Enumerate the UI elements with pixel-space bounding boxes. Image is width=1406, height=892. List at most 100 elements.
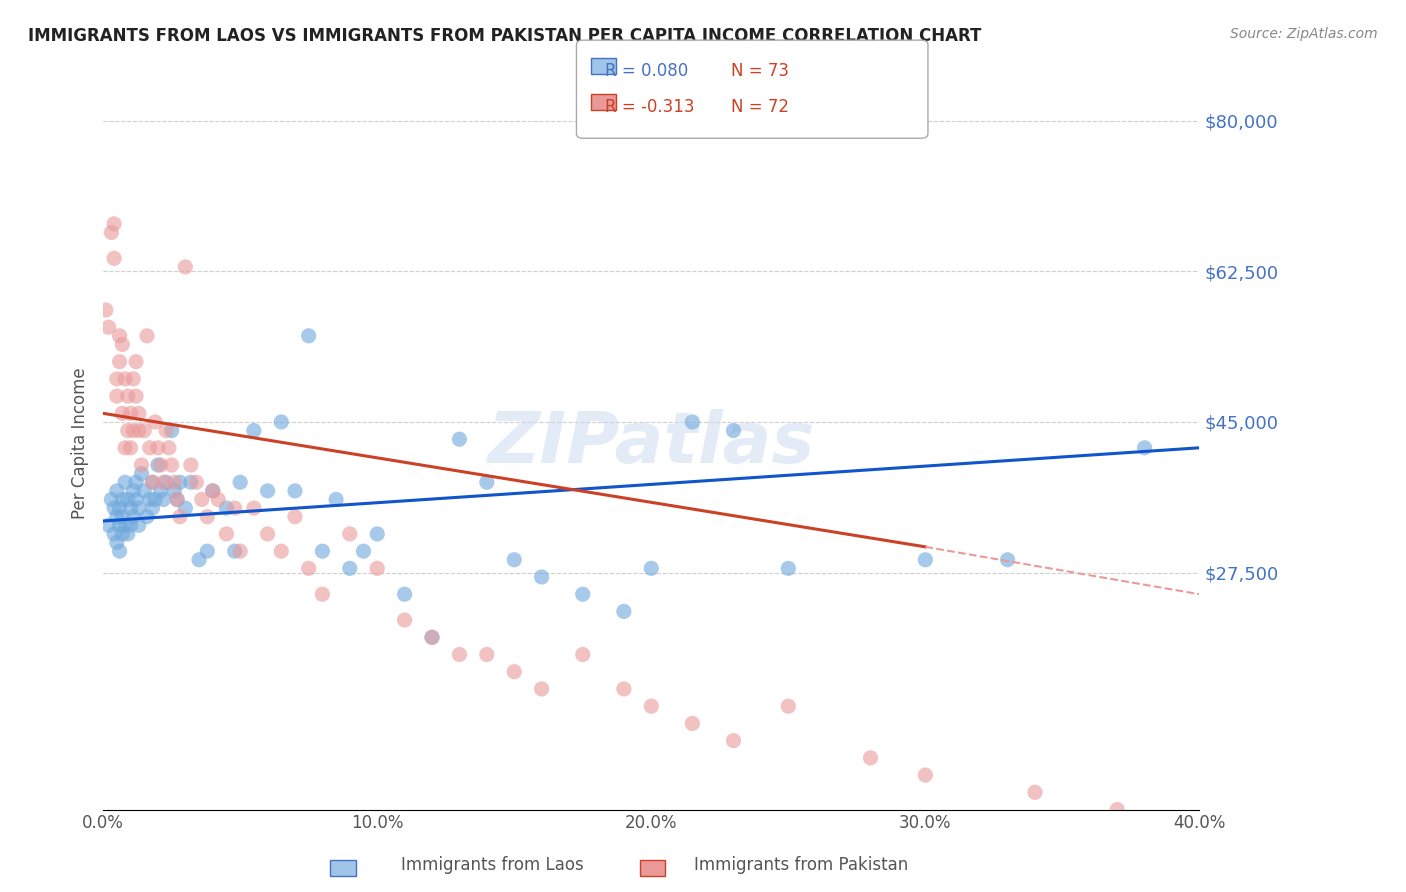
Point [131, 467, 153, 481]
Point [114, 475, 136, 490]
Point [105, 509, 128, 524]
Point [128, 424, 150, 438]
Y-axis label: Per Capita Income: Per Capita Income [72, 368, 89, 519]
Point [201, 483, 224, 498]
Point [111, 406, 134, 420]
Point [224, 501, 246, 516]
Point [1133, 441, 1156, 455]
Point [146, 458, 169, 472]
Point [475, 648, 498, 662]
Point [681, 415, 703, 429]
Point [270, 415, 292, 429]
Point [1024, 785, 1046, 799]
Point [681, 716, 703, 731]
Point [325, 492, 347, 507]
Point [117, 527, 139, 541]
Point [503, 553, 526, 567]
Point [125, 389, 148, 403]
Point [420, 630, 443, 644]
Point [723, 733, 745, 747]
Point [131, 458, 153, 472]
Point [94, 303, 117, 318]
Text: N = 72: N = 72 [731, 98, 789, 116]
Point [778, 561, 800, 575]
Point [201, 483, 224, 498]
Point [475, 475, 498, 490]
Point [108, 544, 131, 558]
Point [195, 544, 218, 558]
Point [97, 518, 120, 533]
Point [111, 492, 134, 507]
Point [284, 483, 307, 498]
Point [366, 527, 388, 541]
Point [243, 501, 266, 516]
Point [111, 527, 134, 541]
Point [122, 424, 145, 438]
Point [224, 544, 246, 558]
Point [128, 501, 150, 516]
Point [100, 492, 122, 507]
Point [166, 492, 188, 507]
Point [195, 509, 218, 524]
Text: N = 73: N = 73 [731, 62, 789, 80]
Point [640, 699, 662, 714]
Point [120, 441, 142, 455]
Point [613, 681, 636, 696]
Point [270, 544, 292, 558]
Point [141, 501, 163, 516]
Point [111, 509, 134, 524]
Point [120, 518, 142, 533]
Point [134, 424, 156, 438]
Point [149, 483, 172, 498]
Point [108, 501, 131, 516]
Point [366, 561, 388, 575]
Point [723, 424, 745, 438]
Point [339, 527, 361, 541]
Point [256, 483, 278, 498]
Text: Immigrants from Pakistan: Immigrants from Pakistan [695, 856, 908, 874]
Point [103, 527, 125, 541]
Point [125, 475, 148, 490]
Point [108, 354, 131, 368]
Point [243, 424, 266, 438]
Point [160, 424, 183, 438]
Point [160, 458, 183, 472]
Point [229, 544, 252, 558]
Point [166, 492, 188, 507]
Point [571, 587, 593, 601]
Text: Source: ZipAtlas.com: Source: ZipAtlas.com [1230, 27, 1378, 41]
Point [111, 337, 134, 351]
Point [163, 475, 186, 490]
Point [157, 441, 180, 455]
Point [146, 441, 169, 455]
Point [298, 561, 321, 575]
Point [311, 544, 333, 558]
Point [571, 648, 593, 662]
Point [100, 226, 122, 240]
Point [114, 518, 136, 533]
Point [128, 406, 150, 420]
Point [256, 527, 278, 541]
Point [114, 441, 136, 455]
Point [125, 354, 148, 368]
Point [114, 372, 136, 386]
Text: ZIPatlas: ZIPatlas [488, 409, 815, 478]
Point [859, 751, 882, 765]
Point [149, 458, 172, 472]
Point [143, 415, 166, 429]
Point [136, 509, 159, 524]
Point [105, 483, 128, 498]
Point [207, 492, 229, 507]
Point [914, 553, 936, 567]
Point [530, 570, 553, 584]
Point [174, 260, 197, 274]
Point [229, 475, 252, 490]
Point [186, 475, 208, 490]
Point [117, 389, 139, 403]
Text: R = -0.313: R = -0.313 [605, 98, 695, 116]
Text: Immigrants from Laos: Immigrants from Laos [401, 856, 583, 874]
Point [169, 475, 191, 490]
Point [105, 389, 128, 403]
Point [778, 699, 800, 714]
Point [394, 613, 416, 627]
